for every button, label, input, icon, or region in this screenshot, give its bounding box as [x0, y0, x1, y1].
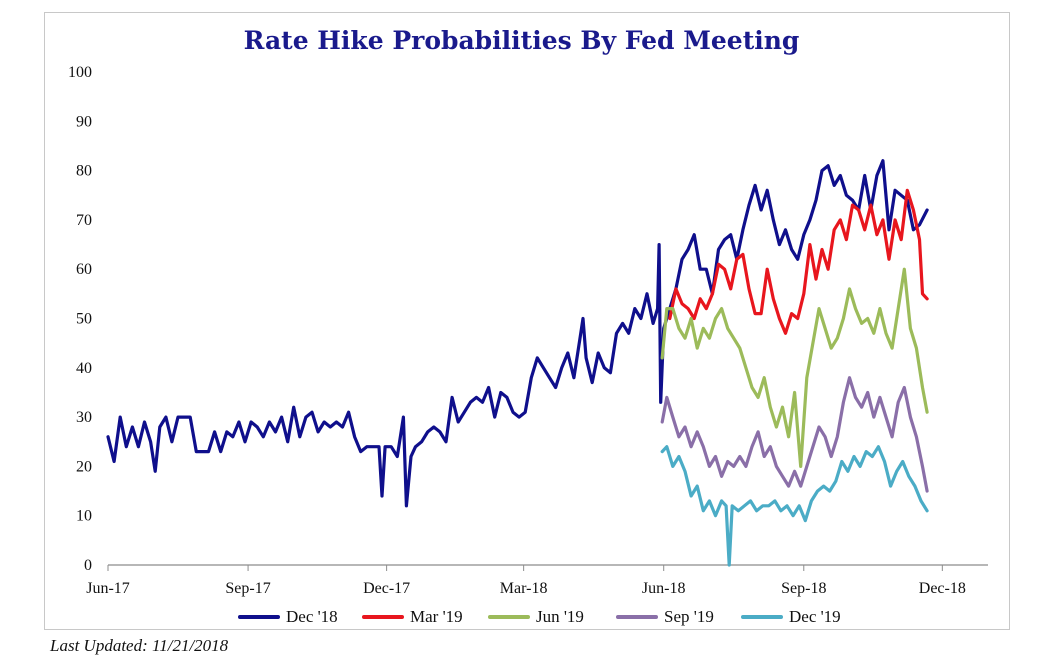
legend-item-sep-19: Sep '19: [616, 607, 714, 627]
y-tick-label: 0: [84, 557, 92, 574]
legend-label: Mar '19: [410, 607, 463, 626]
legend-swatch: [238, 615, 280, 619]
y-tick-label: 50: [76, 311, 92, 328]
legend-swatch: [741, 615, 783, 619]
x-tick-label: Jun-18: [642, 580, 686, 597]
legend-item-jun-19: Jun '19: [488, 607, 584, 627]
legend-label: Jun '19: [536, 607, 584, 626]
y-tick-label: 20: [76, 458, 92, 475]
legend-item-dec-18: Dec '18: [238, 607, 338, 627]
series-line-jun-19: [660, 267, 929, 468]
legend-label: Dec '18: [286, 607, 338, 626]
x-tick-label: Mar-18: [500, 580, 548, 597]
x-tick-label: Sep-17: [225, 580, 270, 597]
y-tick-label: 90: [76, 113, 92, 130]
y-tick-label: 70: [76, 212, 92, 229]
series-line-dec-19: [660, 445, 929, 567]
chart-legend: Dec '18 Mar '19 Jun '19 Sep '19 Dec '19: [0, 607, 1043, 629]
legend-swatch: [616, 615, 658, 619]
chart-title: Rate Hike Probabilities By Fed Meeting: [243, 26, 800, 55]
x-tick-label: Jun-17: [86, 580, 130, 597]
x-tick-label: Dec-17: [363, 580, 410, 597]
series-line-mar-19: [668, 188, 929, 335]
legend-label: Sep '19: [664, 607, 714, 626]
legend-label: Dec '19: [789, 607, 841, 626]
y-tick-label: 100: [68, 64, 92, 81]
x-tick-label: Sep-18: [781, 580, 826, 597]
x-axis: Jun-17 Sep-17 Dec-17 Mar-18 Jun-18 Sep-18 Dec-…: [86, 564, 988, 597]
y-tick-label: 80: [76, 163, 92, 180]
series-line-dec-18: [106, 159, 929, 508]
y-tick-label: 40: [76, 360, 92, 377]
y-tick-label: 10: [76, 508, 92, 525]
series-layer: [106, 159, 929, 567]
legend-item-dec-19: Dec '19: [741, 607, 841, 627]
chart-frame: [44, 12, 1010, 630]
x-tick-label: Dec-18: [919, 580, 966, 597]
y-axis: 0 10 20 30 40 50 60 70 80 90 100: [68, 64, 92, 574]
legend-swatch: [488, 615, 530, 619]
y-tick-label: 60: [76, 261, 92, 278]
legend-item-mar-19: Mar '19: [362, 607, 463, 627]
y-tick-label: 30: [76, 409, 92, 426]
series-line-sep-19: [660, 376, 929, 493]
legend-swatch: [362, 615, 404, 619]
last-updated-note: Last Updated: 11/21/2018: [50, 636, 229, 655]
